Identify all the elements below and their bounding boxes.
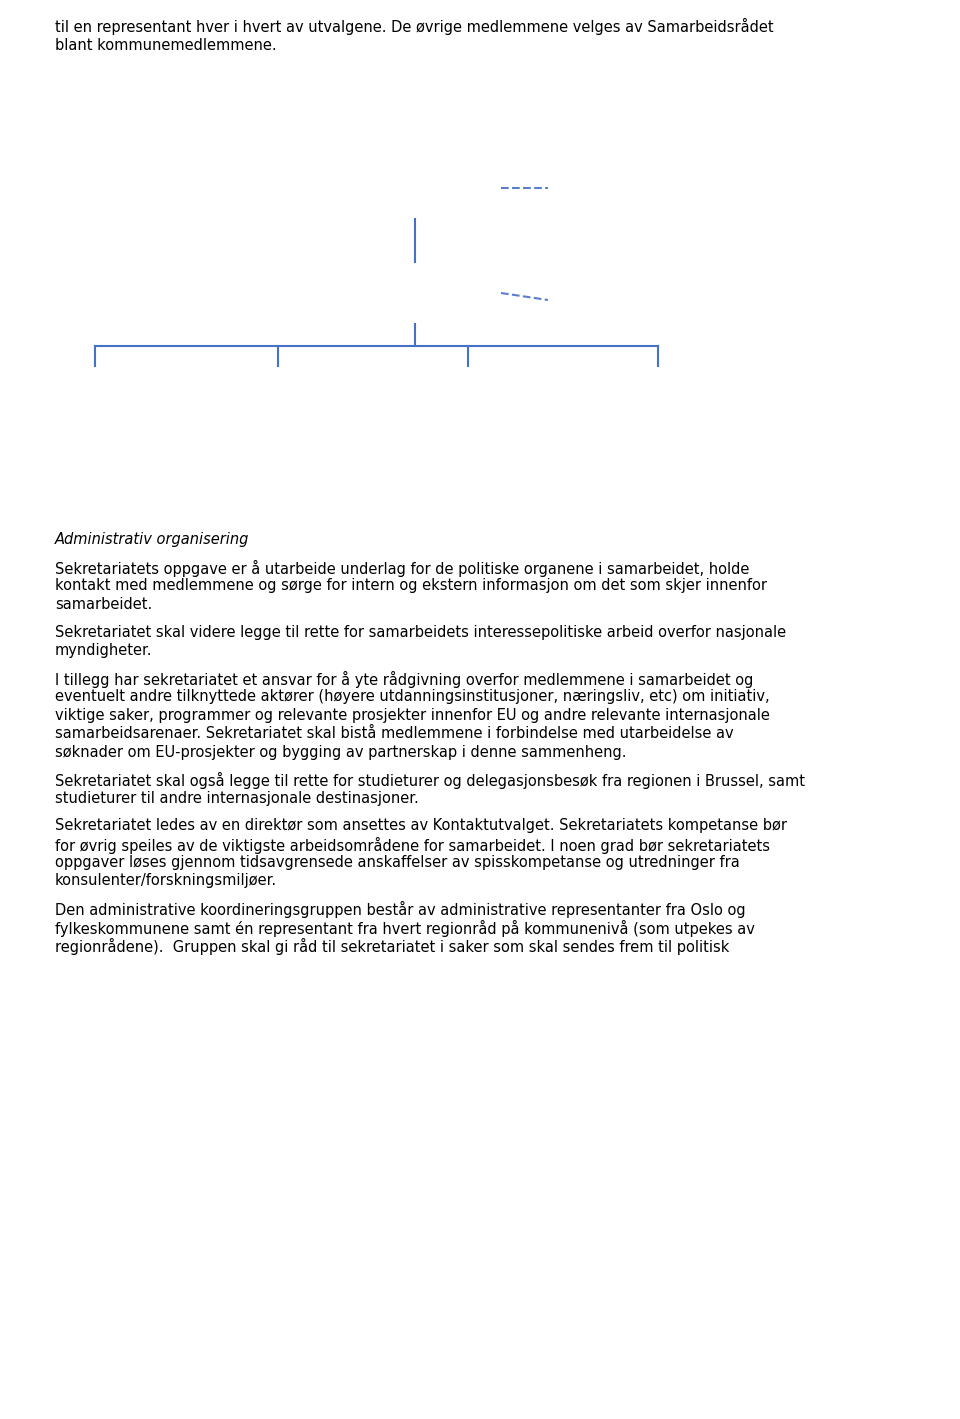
Text: viktige saker, programmer og relevante prosjekter innenfor EU og andre relevante: viktige saker, programmer og relevante p… — [55, 708, 770, 722]
Text: samarbeidet.: samarbeidet. — [55, 597, 153, 612]
Text: Internasjonalt
utvalg: Internasjonalt utvalg — [44, 383, 146, 416]
Text: til en representant hver i hvert av utvalgene. De øvrige medlemmene velges av Sa: til en representant hver i hvert av utva… — [55, 18, 774, 35]
Text: oppgaver løses gjennom tidsavgrensede anskaffelser av spisskompetanse og utredni: oppgaver løses gjennom tidsavgrensede an… — [55, 856, 740, 870]
Text: søknader om EU-prosjekter og bygging av partnerskap i denne sammenheng.: søknader om EU-prosjekter og bygging av … — [55, 745, 627, 759]
Text: Kompetanseutvalg: Kompetanseutvalg — [589, 393, 727, 407]
Text: Fylkeskom-
gruppen: Fylkeskom- gruppen — [569, 284, 655, 316]
Text: Næringsspolitisk
utvalg: Næringsspolitisk utvalg — [407, 383, 529, 416]
Text: Den administrative koordineringsgruppen består av administrative representanter : Den administrative koordineringsgruppen … — [55, 901, 746, 918]
Text: I tillegg har sekretariatet et ansvar for å yte rådgivning overfor medlemmene i : I tillegg har sekretariatet et ansvar fo… — [55, 671, 754, 688]
Text: Sekretariatet ledes av en direktør som ansettes av Kontaktutvalget. Sekretariate: Sekretariatet ledes av en direktør som a… — [55, 817, 787, 833]
Text: Sekretariatets oppgave er å utarbeide underlag for de politiske organene i samar: Sekretariatets oppgave er å utarbeide un… — [55, 561, 750, 578]
Text: Areal-, transport-
og klimautvalg: Areal-, transport- og klimautvalg — [215, 383, 341, 416]
Text: regionrådene).  Gruppen skal gi råd til sekretariatet i saker som skal sendes fr: regionrådene). Gruppen skal gi råd til s… — [55, 938, 730, 955]
Text: myndigheter.: myndigheter. — [55, 643, 153, 658]
Text: eventuelt andre tilknyttede aktører (høyere utdanningsinstitusjoner, næringsliv,: eventuelt andre tilknyttede aktører (høy… — [55, 690, 770, 704]
Text: studieturer til andre internasjonale destinasjoner.: studieturer til andre internasjonale des… — [55, 790, 419, 806]
Text: samarbeidsarenaer. Sekretariatet skal bistå medlemmene i forbindelse med utarbei: samarbeidsarenaer. Sekretariatet skal bi… — [55, 727, 733, 741]
Text: Valgkomite: Valgkomite — [569, 180, 655, 196]
Text: Sekretariatet skal også legge til rette for studieturer og delegasjonsbesøk fra : Sekretariatet skal også legge til rette … — [55, 772, 805, 789]
Text: Sekretariatet skal videre legge til rette for samarbeidets interessepolitiske ar: Sekretariatet skal videre legge til rett… — [55, 624, 786, 640]
Text: for øvrig speiles av de viktigste arbeidsområdene for samarbeidet. I noen grad b: for øvrig speiles av de viktigste arbeid… — [55, 836, 770, 853]
Text: kontakt med medlemmene og sørge for intern og ekstern informasjon om det som skj: kontakt med medlemmene og sørge for inte… — [55, 579, 767, 593]
Text: Administrativ organisering: Administrativ organisering — [55, 532, 250, 546]
Text: blant kommunemedlemmene.: blant kommunemedlemmene. — [55, 38, 276, 53]
Text: konsulenter/forskningsmiljøer.: konsulenter/forskningsmiljøer. — [55, 874, 277, 888]
Text: fylkeskommunene samt én representant fra hvert regionråd på kommunenivå (som utp: fylkeskommunene samt én representant fra… — [55, 920, 755, 937]
Text: Samarbeidsrådet: Samarbeidsrådet — [349, 180, 481, 196]
Text: Kontaktutvalget: Kontaktutvalget — [354, 285, 476, 301]
